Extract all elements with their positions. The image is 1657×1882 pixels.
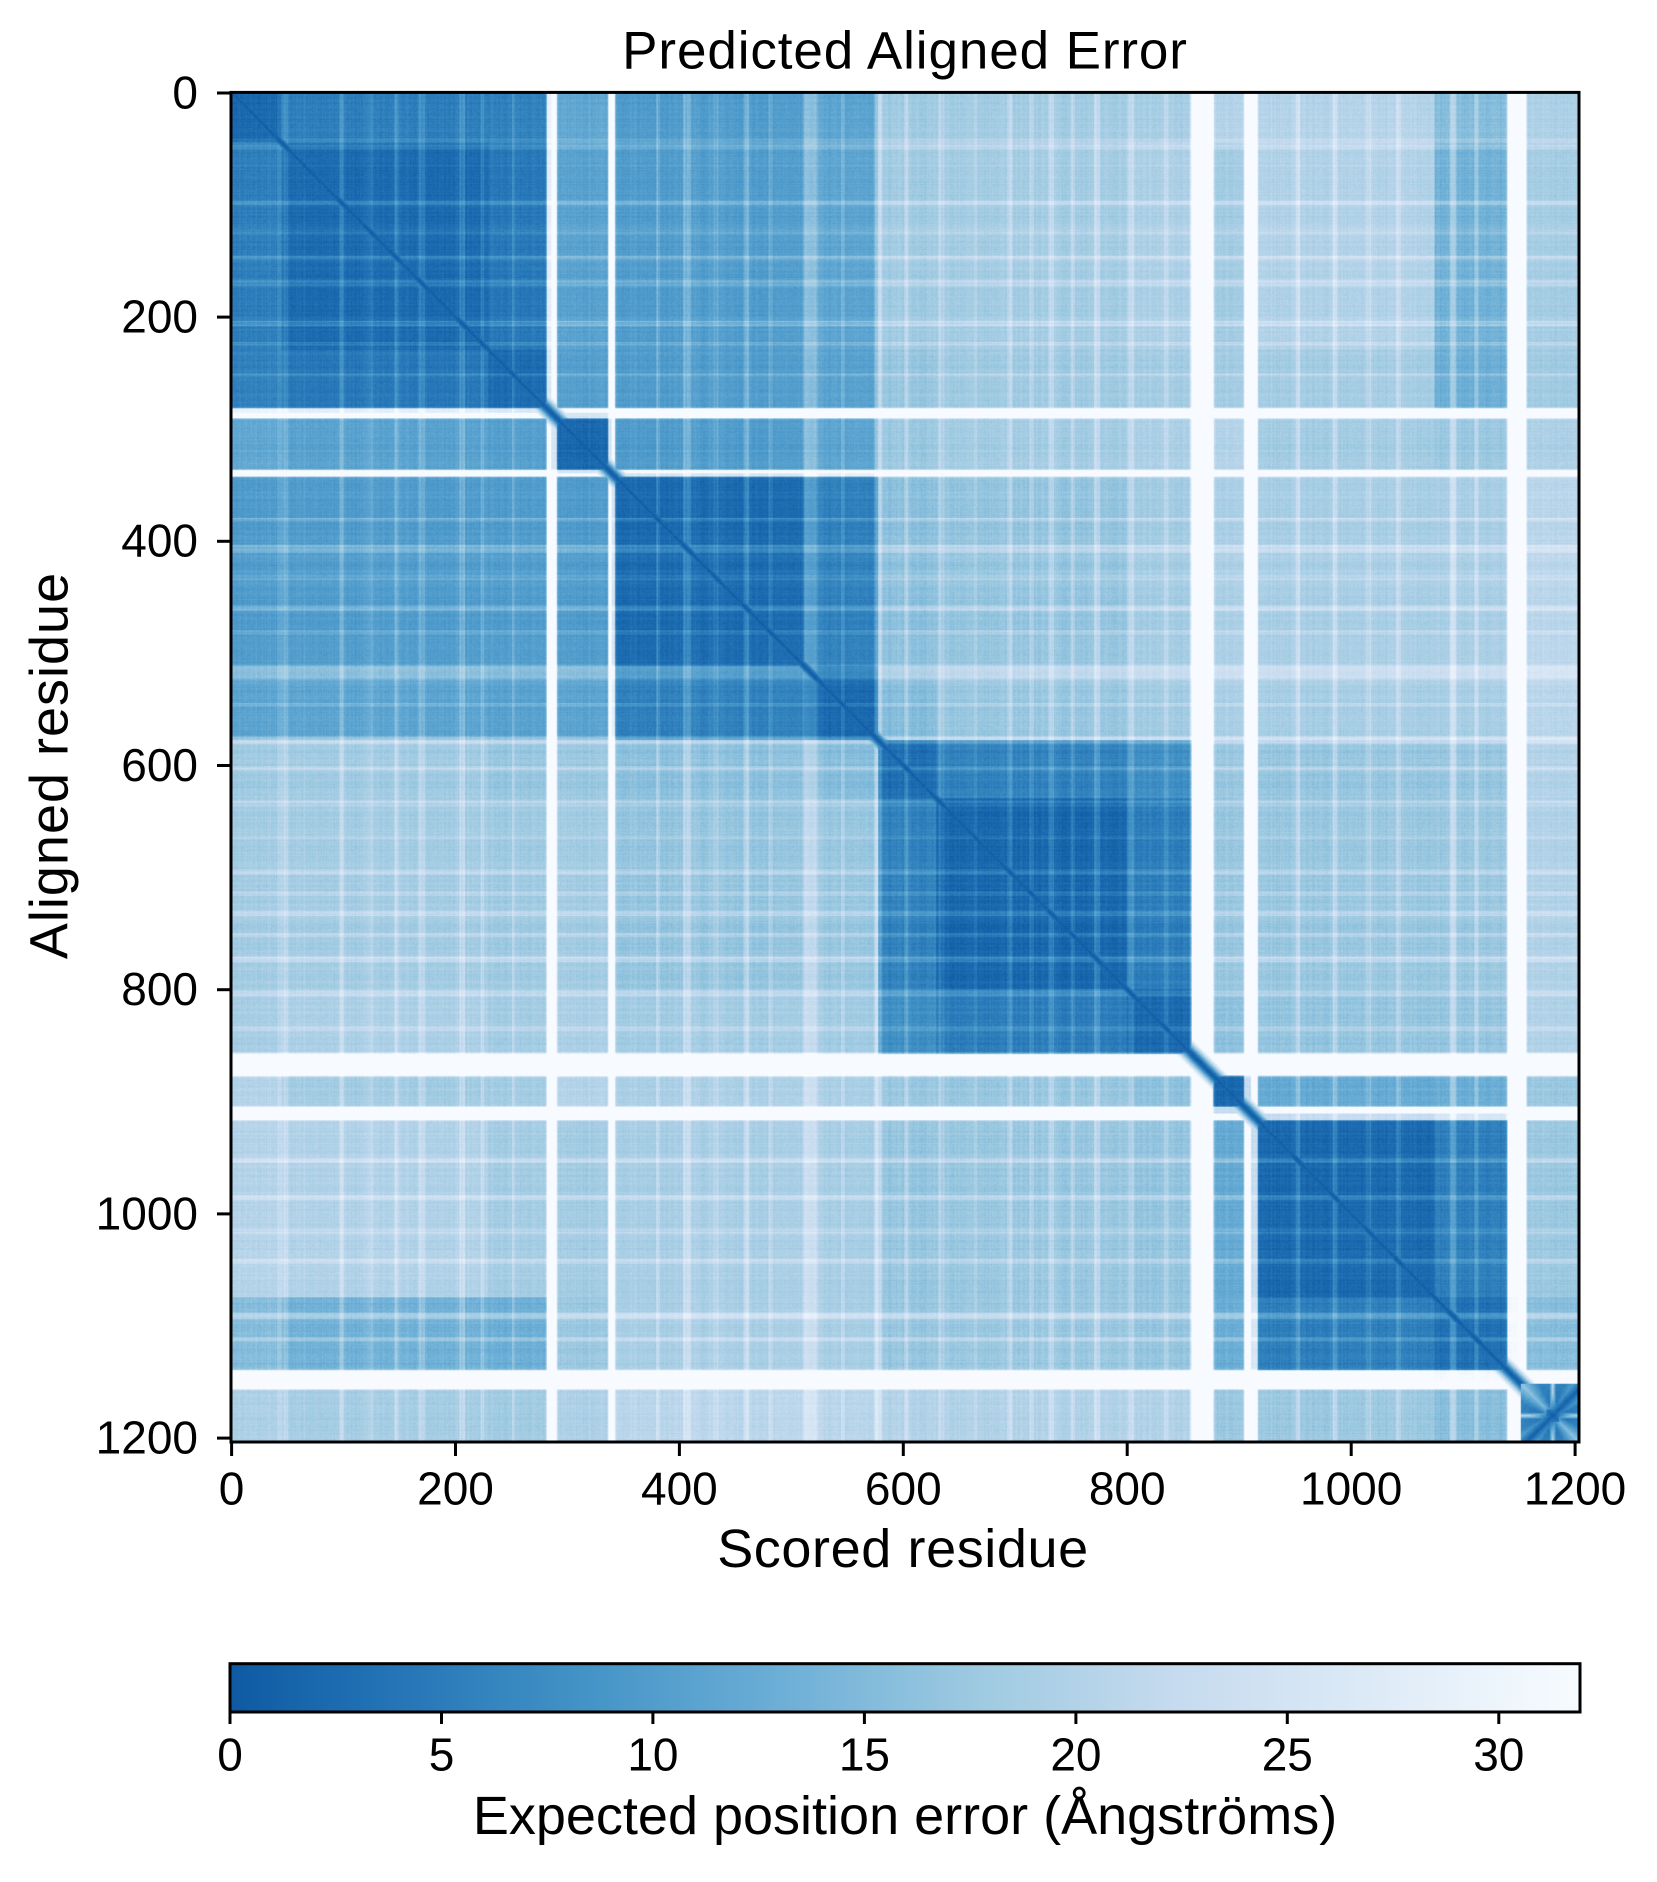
svg-text:Predicted Aligned Error: Predicted Aligned Error: [622, 22, 1188, 81]
svg-text:25: 25: [1262, 1729, 1313, 1781]
svg-text:800: 800: [1089, 1463, 1166, 1515]
svg-text:1200: 1200: [96, 1412, 198, 1464]
svg-text:Aligned residue: Aligned residue: [20, 572, 80, 959]
svg-text:400: 400: [641, 1463, 718, 1515]
svg-text:600: 600: [865, 1463, 942, 1515]
svg-text:Expected position error (Ångst: Expected position error (Ångströms): [473, 1786, 1337, 1846]
svg-text:5: 5: [429, 1729, 455, 1781]
svg-text:30: 30: [1473, 1729, 1524, 1781]
svg-text:1000: 1000: [1300, 1463, 1402, 1515]
svg-text:0: 0: [172, 66, 198, 118]
svg-text:200: 200: [121, 291, 198, 343]
svg-text:20: 20: [1050, 1729, 1101, 1781]
svg-text:600: 600: [121, 739, 198, 791]
svg-text:15: 15: [839, 1729, 890, 1781]
svg-text:1200: 1200: [1524, 1463, 1626, 1515]
svg-text:1000: 1000: [96, 1187, 198, 1239]
svg-text:Scored residue: Scored residue: [717, 1519, 1089, 1579]
svg-text:800: 800: [121, 963, 198, 1015]
svg-text:200: 200: [417, 1463, 494, 1515]
svg-text:400: 400: [121, 515, 198, 567]
svg-text:0: 0: [219, 1463, 245, 1515]
svg-text:10: 10: [627, 1729, 678, 1781]
svg-text:0: 0: [217, 1729, 243, 1781]
